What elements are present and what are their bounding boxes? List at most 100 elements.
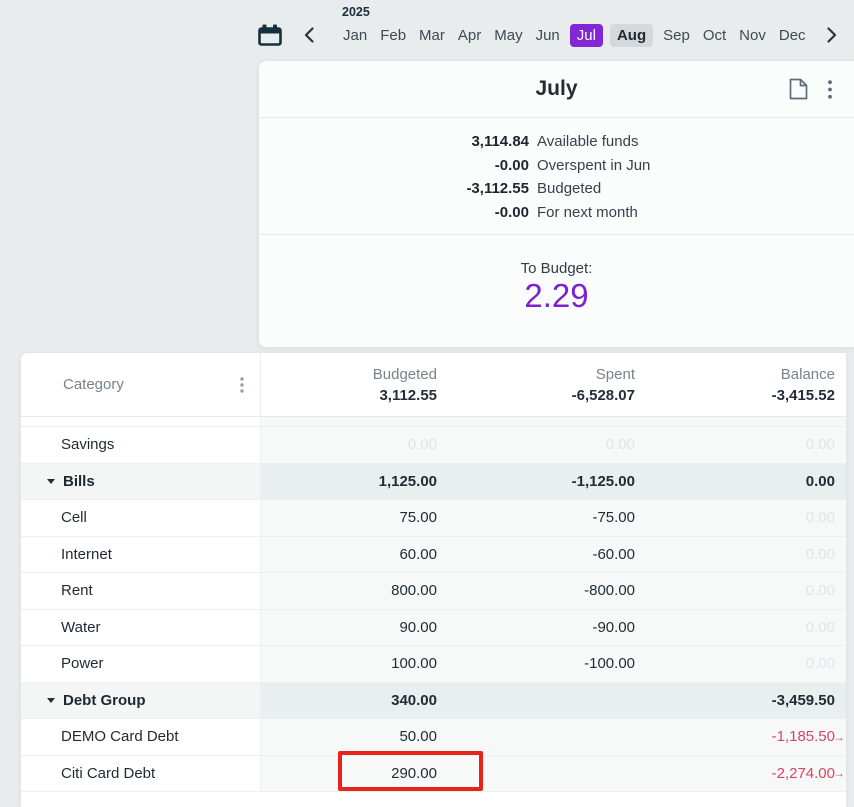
budgeted-cell[interactable]: 340.00	[261, 683, 447, 719]
category-header[interactable]: Category	[21, 353, 261, 416]
table-row[interactable]: DEMO Card Debt 50.00 -1,185.50 →	[21, 719, 846, 756]
collapse-triangle-icon[interactable]	[47, 697, 55, 703]
category-name: Cell	[61, 509, 87, 527]
month-jan[interactable]: Jan	[343, 26, 368, 44]
table-row[interactable]: Power 100.00 -100.00 0.00	[21, 646, 846, 683]
column-header-budgeted[interactable]: Budgeted 3,112.55	[261, 353, 447, 416]
balance-cell[interactable]: 0.00	[645, 610, 846, 646]
budgeted-cell[interactable]: 60.00	[261, 537, 447, 573]
budgeted-cell	[261, 417, 447, 426]
column-total[interactable]: -6,528.07	[571, 386, 635, 404]
budgeted-cell[interactable]: 290.00	[261, 756, 447, 792]
table-row[interactable]: Bills 1,125.00 -1,125.00 0.00	[21, 463, 846, 500]
spent-cell[interactable]: -800.00	[447, 573, 645, 609]
cell-value: 100.00	[391, 655, 437, 673]
category-name: Bills	[63, 472, 95, 490]
table-row[interactable]: Rent 800.00 -800.00 0.00	[21, 573, 846, 610]
table-row[interactable]: Cell 75.00 -75.00 0.00	[21, 500, 846, 537]
balance-cell[interactable]: 0.00	[645, 427, 846, 463]
month-may[interactable]: May	[494, 26, 523, 44]
month-aug[interactable]: Aug	[609, 23, 654, 47]
category-name: Internet	[61, 545, 112, 563]
balance-cell[interactable]: -2,274.00 →	[645, 756, 846, 792]
category-cell[interactable]: Internet	[21, 536, 261, 572]
budgeted-cell[interactable]: 75.00	[261, 500, 447, 536]
category-cell[interactable]: Rent	[21, 573, 261, 609]
prev-month-button[interactable]	[302, 25, 316, 45]
to-budget-value[interactable]: 2.29	[524, 277, 589, 314]
table-row[interactable]: Debt Group 340.00 -3,459.50	[21, 682, 846, 719]
budgeted-cell[interactable]: 0.00	[261, 427, 447, 463]
column-total[interactable]: -3,415.52	[771, 386, 835, 404]
balance-cell[interactable]: 0.00	[645, 537, 846, 573]
balance-cell[interactable]: -3,459.50	[645, 683, 846, 719]
budgeted-cell[interactable]: 50.00	[261, 719, 447, 755]
next-month-button[interactable]	[825, 25, 839, 45]
month-mar[interactable]: Mar	[419, 26, 445, 44]
summary-value: -3,112.55	[466, 180, 529, 197]
category-cell[interactable]: Bills	[21, 463, 261, 499]
column-header-spent[interactable]: Spent -6,528.07	[447, 353, 645, 416]
month-nov[interactable]: Nov	[739, 26, 766, 44]
month-jun[interactable]: Jun	[535, 26, 560, 44]
balance-cell[interactable]: 0.00	[645, 500, 846, 536]
collapse-triangle-icon[interactable]	[47, 478, 55, 484]
table-row[interactable]: Internet 60.00 -60.00 0.00	[21, 536, 846, 573]
number-cells: 60.00 -60.00 0.00	[261, 536, 846, 573]
month-sep[interactable]: Sep	[663, 26, 690, 44]
cell-value: 340.00	[391, 691, 437, 709]
cell-value: -75.00	[592, 509, 635, 527]
month-oct[interactable]: Oct	[702, 26, 727, 44]
cell-value: -100.00	[584, 655, 635, 673]
column-label: Spent	[595, 365, 635, 383]
calendar-button[interactable]	[258, 24, 282, 46]
balance-cell[interactable]: 0.00	[645, 646, 846, 682]
category-cell[interactable]: Cell	[21, 500, 261, 536]
balance-cell[interactable]: 0.00	[645, 573, 846, 609]
category-cell[interactable]: Savings	[21, 427, 261, 463]
table-row[interactable]: Savings 0.00 0.00 0.00	[21, 427, 846, 464]
column-header-balance[interactable]: Balance -3,415.52	[645, 353, 846, 416]
month-feb[interactable]: Feb	[380, 26, 407, 44]
budgeted-cell[interactable]: 1,125.00	[261, 464, 447, 500]
kebab-menu-icon	[240, 376, 244, 393]
budgeted-cell[interactable]: 90.00	[261, 610, 447, 646]
month-title: July	[535, 77, 578, 100]
goto-arrow-icon[interactable]: →	[833, 766, 845, 781]
balance-cell[interactable]: -1,185.50 →	[645, 719, 846, 755]
cell-value: 0.00	[805, 582, 835, 600]
notes-button[interactable]	[789, 78, 808, 100]
month-apr[interactable]: Apr	[457, 26, 482, 44]
goto-arrow-icon[interactable]: →	[833, 729, 845, 744]
category-name: Power	[61, 655, 104, 673]
category-cell[interactable]: Water	[21, 609, 261, 645]
category-cell[interactable]: Debt Group	[21, 682, 261, 718]
spent-cell[interactable]	[447, 719, 645, 755]
spent-cell[interactable]: -100.00	[447, 646, 645, 682]
table-row[interactable]: Citi Card Debt 290.00 -2,274.00 →	[21, 750, 846, 792]
chevron-right-icon	[826, 27, 836, 43]
category-cell[interactable]: DEMO Card Debt	[21, 719, 261, 755]
month-dec[interactable]: Dec	[778, 26, 806, 44]
spent-cell[interactable]	[447, 756, 645, 792]
category-cell[interactable]: Citi Card Debt	[21, 755, 261, 791]
spent-cell[interactable]: 0.00	[447, 427, 645, 463]
spent-cell[interactable]: -60.00	[447, 537, 645, 573]
category-cell[interactable]: Power	[21, 646, 261, 682]
month-jul[interactable]: Jul	[569, 23, 603, 47]
column-total[interactable]: 3,112.55	[379, 386, 437, 404]
budgeted-cell[interactable]: 100.00	[261, 646, 447, 682]
summary-value: 3,114.84	[471, 133, 529, 150]
spent-cell[interactable]: -90.00	[447, 610, 645, 646]
spent-cell[interactable]	[447, 683, 645, 719]
month-menu-button[interactable]	[828, 79, 832, 99]
cell-value: 50.00	[399, 728, 437, 746]
budgeted-cell[interactable]: 800.00	[261, 573, 447, 609]
spent-cell[interactable]: -75.00	[447, 500, 645, 536]
cell-value: 800.00	[391, 582, 437, 600]
spent-cell[interactable]: -1,125.00	[447, 464, 645, 500]
balance-cell[interactable]: 0.00	[645, 464, 846, 500]
category-menu-button[interactable]	[240, 376, 244, 393]
table-row[interactable]: Water 90.00 -90.00 0.00	[21, 609, 846, 646]
summary-value: -0.00	[494, 203, 529, 221]
